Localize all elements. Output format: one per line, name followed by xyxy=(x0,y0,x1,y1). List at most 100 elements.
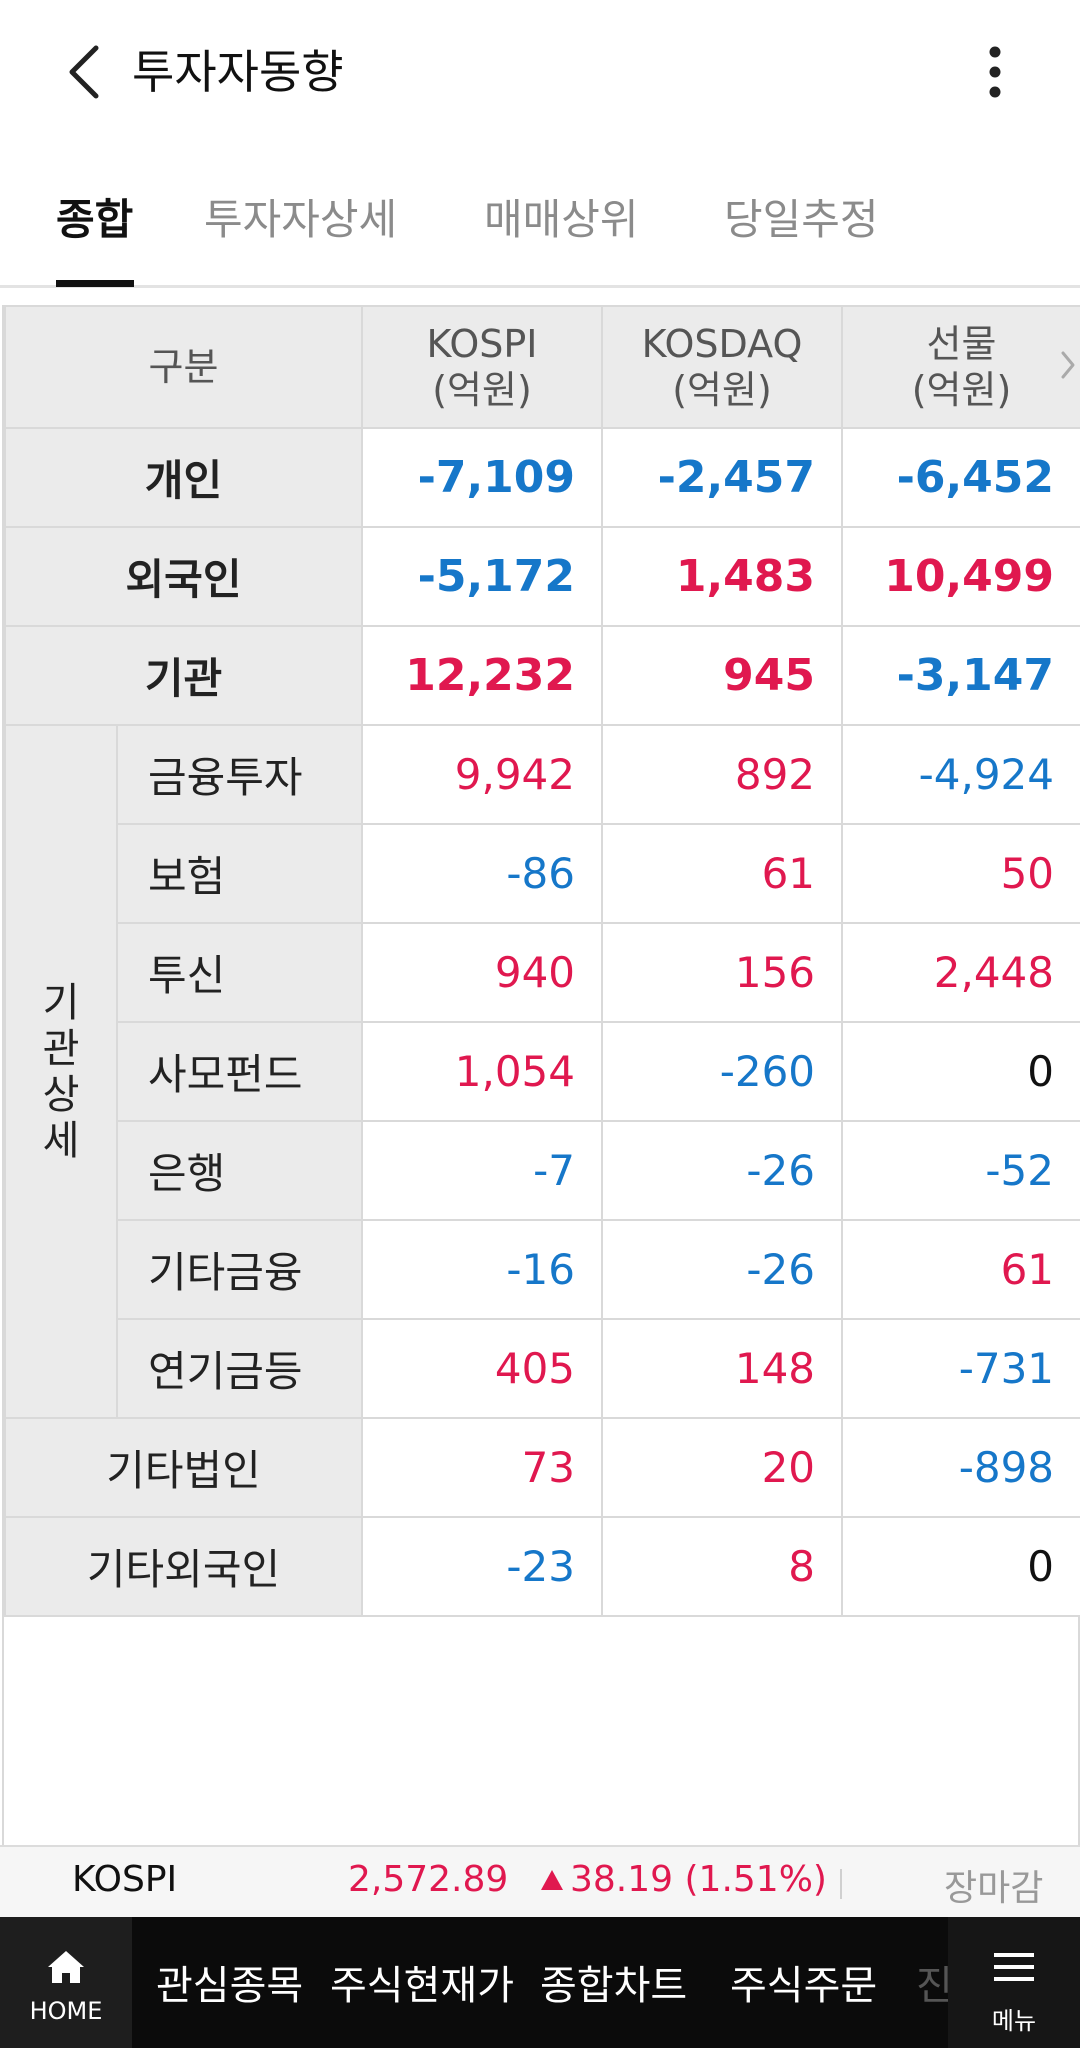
value-kospi: 9,942 xyxy=(361,724,604,825)
value-kospi: -86 xyxy=(361,823,604,924)
row-label: 기타금융 xyxy=(115,1219,364,1320)
value-kospi: -23 xyxy=(361,1516,604,1617)
detail-char: 상 xyxy=(42,1071,80,1118)
home-button[interactable]: HOME xyxy=(0,1917,132,2048)
value-kospi: -7,109 xyxy=(361,427,604,528)
ticker-index-name: KOSPI xyxy=(72,1859,178,1900)
table-row: 사모펀드 1,054 -260 0 xyxy=(5,1021,1080,1122)
row-label: 보험 xyxy=(115,823,364,924)
value-kosdaq: 148 xyxy=(601,1318,844,1419)
value-futures: 10,499 xyxy=(841,526,1080,627)
table-row: 기관 12,232 945 -3,147 xyxy=(3,625,1080,726)
institution-detail-vertical-text: 기 관 상 세 xyxy=(24,980,98,1164)
header-category: 구분 xyxy=(3,305,364,429)
row-label: 개인 xyxy=(3,427,364,528)
value-futures: -52 xyxy=(841,1120,1080,1221)
header-futures: 선물 (억원) xyxy=(841,305,1080,429)
value-kospi: 405 xyxy=(361,1318,604,1419)
table-row: 연기금등 405 148 -731 xyxy=(5,1318,1080,1419)
value-futures: 0 xyxy=(841,1021,1080,1122)
value-futures: 61 xyxy=(841,1219,1080,1320)
header-kosdaq: KOSDAQ (억원) xyxy=(601,305,844,429)
row-label: 투신 xyxy=(115,922,364,1023)
table-row: 기 관 상 세 금융투자 9,942 892 -4,924 xyxy=(4,724,1080,1419)
nav-overflow-item[interactable]: 진 xyxy=(916,1963,953,2009)
active-tab-indicator xyxy=(56,280,134,287)
value-kosdaq: 61 xyxy=(601,823,844,924)
value-kosdaq: -26 xyxy=(601,1219,844,1320)
ticker-price: 2,572.89 xyxy=(348,1859,509,1900)
chevron-left-icon xyxy=(69,45,99,99)
value-futures: 2,448 xyxy=(841,922,1080,1023)
table-row: 기타금융 -16 -26 61 xyxy=(5,1219,1080,1320)
nav-current-price[interactable]: 주식현재가 xyxy=(330,1963,514,2009)
row-label: 외국인 xyxy=(3,526,364,627)
value-futures: -4,924 xyxy=(841,724,1080,825)
investor-table-container[interactable]: 구분 KOSPI (억원) KOSDAQ (억원) 선물 (억원) xyxy=(2,305,1080,1845)
menu-label: 메뉴 xyxy=(991,2007,1037,2035)
more-vertical-icon xyxy=(989,46,1001,98)
tab-investor-detail[interactable]: 투자자상세 xyxy=(204,195,398,244)
market-status: 장마감 xyxy=(944,1868,1044,1909)
header-kosdaq-unit: (억원) xyxy=(672,368,772,412)
value-futures: -731 xyxy=(841,1318,1080,1419)
detail-char: 세 xyxy=(42,1117,80,1164)
row-label: 기타법인 xyxy=(3,1417,364,1518)
detail-char: 기 xyxy=(42,979,80,1026)
more-options-button[interactable] xyxy=(970,40,1020,104)
table-row: 외국인 -5,172 1,483 10,499 xyxy=(3,526,1080,627)
header-kospi: KOSPI (억원) xyxy=(361,305,604,429)
nav-chart[interactable]: 종합차트 xyxy=(540,1963,688,2009)
index-ticker-bar[interactable]: KOSPI 2,572.89 38.19 (1.51%) 장마감 xyxy=(0,1845,1080,1917)
tab-bar: 종합 투자자상세 매매상위 당일추정 xyxy=(0,180,1080,288)
value-kosdaq: -26 xyxy=(601,1120,844,1221)
header-kosdaq-name: KOSDAQ xyxy=(641,322,803,366)
app-header: 투자자동향 xyxy=(0,0,1080,144)
home-label: HOME xyxy=(29,1997,103,2025)
value-kospi: 1,054 xyxy=(361,1021,604,1122)
tab-trading-top[interactable]: 매매상위 xyxy=(484,195,639,244)
value-kospi: 73 xyxy=(361,1417,604,1518)
nav-watchlist[interactable]: 관심종목 xyxy=(156,1963,304,2009)
value-kosdaq: 156 xyxy=(601,922,844,1023)
value-futures: 50 xyxy=(841,823,1080,924)
table-row: 투신 940 156 2,448 xyxy=(5,922,1080,1023)
value-kospi: -7 xyxy=(361,1120,604,1221)
institution-detail-group-label: 기 관 상 세 xyxy=(4,724,118,1419)
row-label: 연기금등 xyxy=(115,1318,364,1419)
value-kosdaq: 8 xyxy=(601,1516,844,1617)
value-kosdaq: -260 xyxy=(601,1021,844,1122)
value-kospi: 940 xyxy=(361,922,604,1023)
value-kosdaq: 20 xyxy=(601,1417,844,1518)
row-label: 은행 xyxy=(115,1120,364,1221)
table-row: 기타외국인 -23 8 0 xyxy=(3,1516,1080,1617)
home-icon xyxy=(48,1951,84,1983)
nav-order[interactable]: 주식주문 xyxy=(730,1963,878,2009)
value-kosdaq: -2,457 xyxy=(601,427,844,528)
tab-intraday-estimate[interactable]: 당일추정 xyxy=(724,195,879,244)
chevron-right-icon[interactable] xyxy=(1058,345,1078,385)
header-futures-name: 선물 xyxy=(926,322,997,366)
row-label: 금융투자 xyxy=(115,724,364,825)
value-kospi: -5,172 xyxy=(361,526,604,627)
table-row: 개인 -7,109 -2,457 -6,452 xyxy=(3,427,1080,528)
row-label: 기타외국인 xyxy=(3,1516,364,1617)
header-kospi-name: KOSPI xyxy=(426,322,538,366)
header-futures-unit: (억원) xyxy=(911,368,1012,412)
table-row: 기타법인 73 20 -898 xyxy=(3,1417,1080,1518)
value-kosdaq: 1,483 xyxy=(601,526,844,627)
table-row: 보험 -86 61 50 xyxy=(5,823,1080,924)
menu-button[interactable]: 메뉴 xyxy=(948,1917,1080,2048)
value-futures: -3,147 xyxy=(841,625,1080,726)
row-label: 기관 xyxy=(3,625,364,726)
hamburger-menu-icon xyxy=(994,1953,1034,1981)
header-kospi-unit: (억원) xyxy=(432,368,532,412)
back-button[interactable] xyxy=(60,40,112,104)
bottom-navigation: HOME 관심종목 주식현재가 종합차트 주식주문 진 메뉴 xyxy=(0,1917,1080,2048)
value-kosdaq: 945 xyxy=(601,625,844,726)
value-futures: -6,452 xyxy=(841,427,1080,528)
table-row: 은행 -7 -26 -52 xyxy=(5,1120,1080,1221)
ticker-divider xyxy=(840,1869,842,1899)
tab-summary[interactable]: 종합 xyxy=(56,195,134,244)
value-futures: 0 xyxy=(841,1516,1080,1617)
